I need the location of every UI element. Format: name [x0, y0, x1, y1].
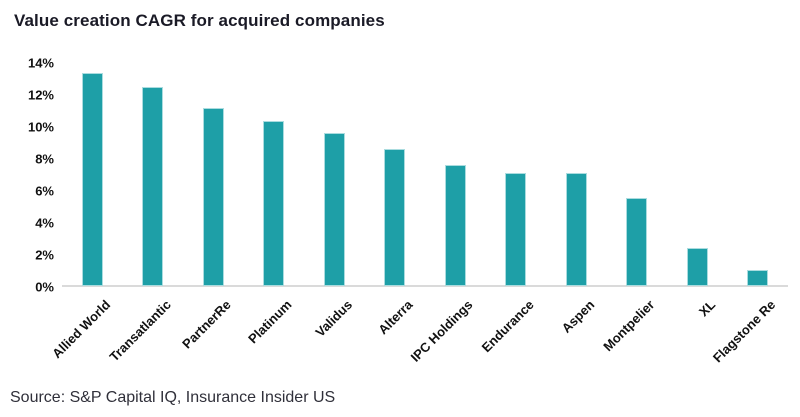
x-axis: Allied World Transatlantic PartnerRe Pla…: [49, 289, 788, 377]
x-axis-label: PartnerRe: [179, 297, 234, 352]
bar-slot: [546, 63, 607, 285]
bar-slot: [728, 63, 789, 285]
bar-slot: [667, 63, 728, 285]
bar-validus: [324, 134, 344, 285]
y-tick-label: 14%: [27, 55, 54, 71]
y-tick-label: 2%: [35, 247, 54, 263]
bar-partnerre: [203, 109, 223, 285]
bar-slot: [62, 63, 123, 285]
bar-slot: [244, 63, 305, 285]
x-axis-label: Alterra: [375, 297, 416, 338]
bar-platinum: [264, 121, 284, 285]
source-note: Source: S&P Capital IQ, Insurance Inside…: [10, 389, 336, 406]
bar-alterra: [385, 150, 405, 285]
x-axis-label: Endurance: [478, 297, 537, 356]
bar-ipc-holdings: [445, 166, 465, 285]
x-axis-label: Validus: [312, 297, 355, 340]
bar-slot: [425, 63, 486, 285]
x-axis-label: Montpelier: [600, 297, 658, 355]
bar-aspen: [566, 174, 586, 285]
y-tick-label: 12%: [27, 87, 54, 103]
bar-transatlantic: [143, 88, 163, 285]
plot-area: [62, 63, 788, 287]
x-axis-label: Aspen: [558, 297, 597, 336]
bar-flagstone-re: [748, 270, 768, 285]
bar-endurance: [506, 174, 526, 285]
bar-xl: [687, 248, 707, 285]
bar-allied-world: [82, 74, 102, 285]
x-axis-label: XL: [695, 297, 718, 320]
bar-slot: [183, 63, 244, 285]
x-axis-label: Platinum: [244, 297, 295, 347]
y-tick-label: 4%: [35, 215, 54, 231]
bar-slot: [304, 63, 365, 285]
y-tick-label: 10%: [27, 119, 54, 135]
bar-slot: [486, 63, 547, 285]
x-axis-label: Allied World: [48, 297, 113, 362]
bar-montpelier: [627, 199, 647, 285]
chart-title: Value creation CAGR for acquired compani…: [14, 11, 385, 30]
bar-slot: [123, 63, 184, 285]
y-axis: 0% 2% 4% 6% 8% 10% 12% 14%: [0, 56, 54, 295]
y-tick-label: 8%: [35, 151, 54, 167]
y-tick-label: 6%: [35, 183, 54, 199]
bar-slot: [365, 63, 426, 285]
bar-series: [62, 63, 788, 285]
bar-slot: [607, 63, 668, 285]
y-tick-label: 0%: [35, 279, 54, 295]
